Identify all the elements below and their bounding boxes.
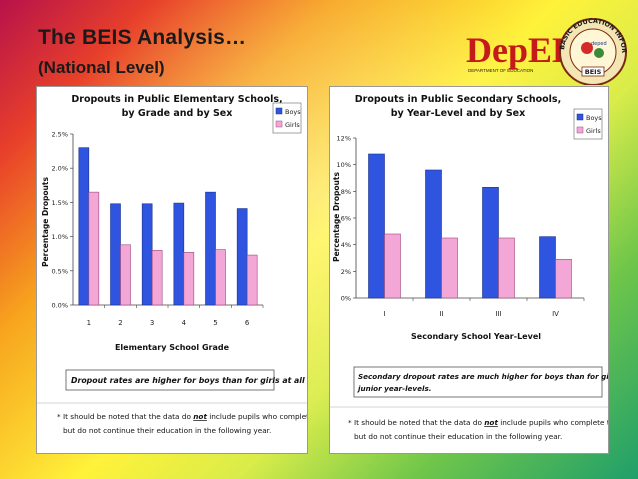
legend-swatch-boys (576, 113, 584, 121)
note-text: Dropout rates are higher for boys than f… (71, 376, 307, 385)
bar-boys-5 (205, 191, 216, 306)
footnote-line1: * It should be noted that the data do no… (348, 418, 608, 427)
bar-girls-2 (120, 244, 131, 306)
slide-title: The BEIS Analysis… (38, 26, 247, 49)
footnote-post: include pupils who complete the grade, (498, 418, 608, 427)
bar-girls-4 (183, 252, 195, 306)
footnote-emphasis: not (193, 412, 207, 421)
legend-swatch-boys (275, 107, 283, 115)
bar-girls-5 (215, 249, 226, 306)
bar-boys-3 (141, 203, 153, 306)
legend-label-girls: Girls (285, 121, 300, 129)
secondary-dropout-chart: Dropouts in Public Secondary Schools, by… (330, 94, 608, 441)
footnote-pre: * It should be noted that the data do (57, 412, 193, 421)
bar-girls-I (384, 233, 401, 299)
bar-boys-6 (236, 208, 248, 306)
y-tick-label: 12% (337, 135, 351, 143)
legend-label-boys: Boys (285, 108, 301, 116)
legend-swatch-girls (275, 120, 283, 128)
y-tick-label: 0% (341, 295, 351, 303)
x-tick-label: II (439, 310, 443, 318)
y-tick-label: 0.5% (51, 267, 68, 275)
footnote-line2: but do not continue their education in t… (354, 432, 562, 441)
legend-swatch-girls (576, 126, 584, 134)
y-axis-label: Percentage Dropouts (332, 172, 341, 262)
footnote-pre: * It should be noted that the data do (348, 418, 484, 427)
bar-girls-IV (555, 259, 572, 299)
bar-girls-6 (246, 254, 258, 306)
elementary-chart-panel: Dropouts in Public Elementary Schools, b… (36, 86, 308, 454)
beis-label: BEIS (585, 68, 602, 76)
chart-title-line1: Dropouts in Public Elementary Schools, (71, 94, 282, 105)
secondary-chart-panel: Dropouts in Public Secondary Schools, by… (329, 86, 609, 454)
beis-inner-text: deped (591, 41, 607, 47)
x-tick-label: 6 (245, 319, 250, 327)
bar-girls-3 (151, 249, 163, 306)
x-tick-label: I (383, 310, 385, 318)
y-tick-label: 2.0% (51, 165, 68, 173)
note-text-line1: Secondary dropout rates are much higher … (358, 372, 608, 381)
x-tick-label: IV (552, 310, 559, 318)
bar-boys-III (482, 187, 499, 299)
bar-girls-II (441, 237, 458, 299)
bar-boys-I (368, 153, 385, 299)
bar-boys-4 (173, 202, 185, 306)
y-tick-label: 4% (341, 241, 351, 249)
y-tick-label: 1.5% (51, 199, 68, 207)
y-tick-label: 8% (341, 188, 351, 196)
footnote-line2: but do not continue their education in t… (63, 426, 271, 435)
y-tick-label: 0.0% (51, 302, 68, 310)
footnote-post: include pupils who complete the grade, (207, 412, 307, 421)
bar-boys-2 (110, 203, 121, 306)
chart-title-line1: Dropouts in Public Secondary Schools, (355, 94, 561, 105)
x-tick-label: III (495, 310, 501, 318)
x-axis-label: Secondary School Year-Level (411, 332, 541, 341)
bar-boys-IV (539, 236, 556, 299)
legend: Boys Girls (272, 102, 302, 134)
beis-seal-logo: BASIC EDUCATION INFORMATION SYSTEM deped… (554, 15, 628, 85)
note-text-line2: junior year-levels. (357, 384, 431, 393)
x-tick-label: 5 (213, 319, 217, 327)
note-box (65, 369, 275, 391)
bar-girls-1 (88, 191, 100, 306)
x-tick-label: 4 (182, 319, 187, 327)
footnote-emphasis: not (484, 418, 498, 427)
x-tick-label: 2 (118, 319, 122, 327)
x-tick-label: 3 (150, 319, 154, 327)
legend-label-girls: Girls (586, 127, 601, 135)
chart-title-line2: by Year-Level and by Sex (391, 108, 525, 119)
chart-title-line2: by Grade and by Sex (122, 108, 233, 119)
y-tick-label: 2% (341, 268, 351, 276)
deped-logo: DepED DEPARTMENT OF EDUCATION (466, 28, 578, 78)
y-tick-label: 10% (337, 161, 351, 169)
footnote-line1: * It should be noted that the data do no… (57, 412, 307, 421)
note-box (353, 366, 603, 398)
x-axis-label: Elementary School Grade (115, 343, 230, 352)
bar-boys-II (425, 169, 442, 299)
x-tick-label: 1 (87, 319, 91, 327)
y-axis-label: Percentage Dropouts (41, 177, 50, 267)
deped-subtitle: DEPARTMENT OF EDUCATION (468, 68, 534, 73)
bar-boys-1 (78, 147, 90, 306)
bar-girls-III (498, 237, 515, 299)
legend: Boys Girls (573, 108, 603, 140)
y-tick-label: 1.0% (51, 233, 68, 241)
slide-subtitle: (National Level) (38, 58, 165, 77)
legend-label-boys: Boys (586, 114, 602, 122)
y-tick-label: 2.5% (51, 131, 68, 139)
elementary-dropout-chart: Dropouts in Public Elementary Schools, b… (37, 94, 307, 435)
y-tick-label: 6% (341, 215, 351, 223)
